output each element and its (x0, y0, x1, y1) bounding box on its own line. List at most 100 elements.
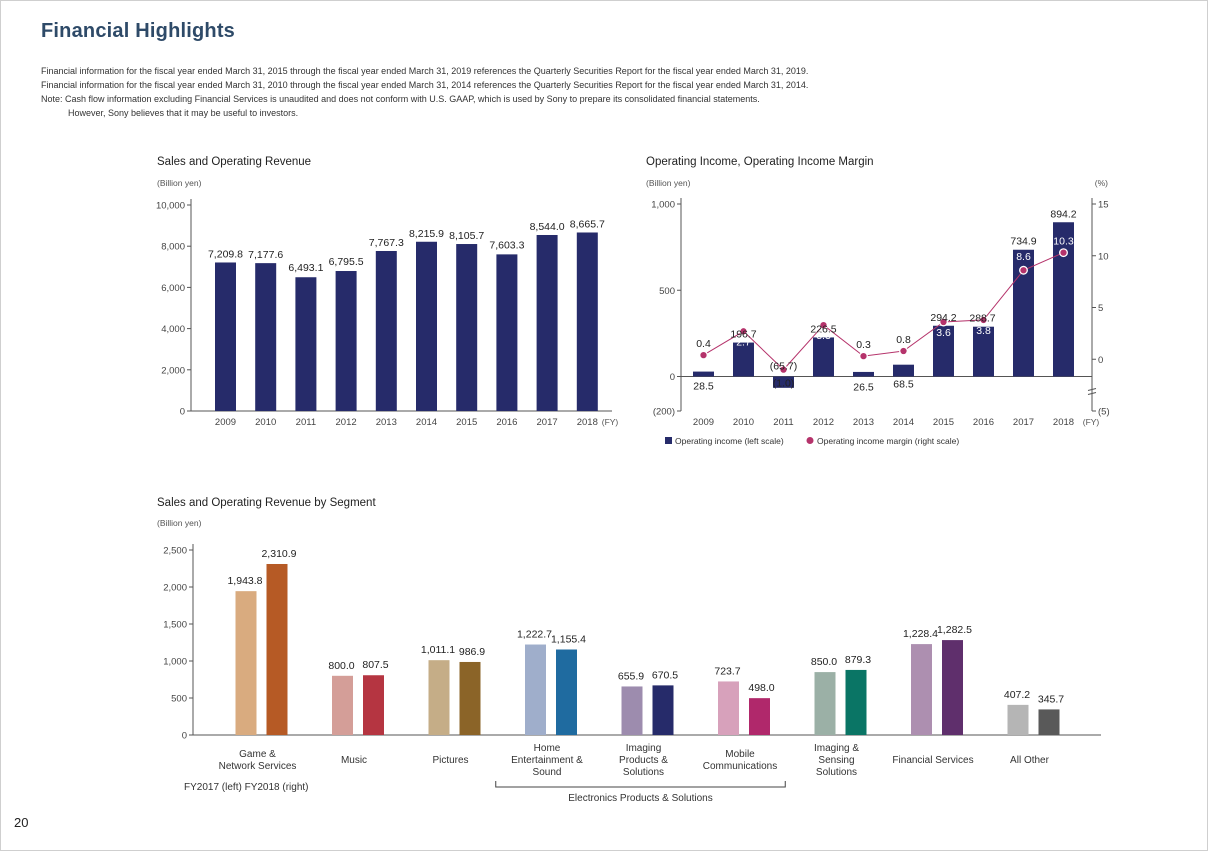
y-unit-label: (Billion yen) (157, 518, 202, 528)
y-tick-label-left: 1,000 (651, 200, 675, 211)
margin-point (899, 346, 908, 356)
bar-value-label: 8,215.9 (409, 228, 444, 240)
bar-value-label: 8,544.0 (530, 221, 565, 233)
electronics-bracket (495, 781, 786, 788)
x-tick-label: 2017 (1013, 417, 1034, 428)
segment-value-label: 407.2 (1004, 689, 1030, 701)
segment-bar (1007, 704, 1029, 735)
x-tick-label: 2015 (933, 417, 954, 428)
segment-bar (1038, 709, 1060, 735)
margin-point (1019, 265, 1028, 275)
x-tick-label: 2011 (296, 417, 316, 428)
bar (813, 337, 834, 377)
legend-note: FY2017 (left) FY2018 (right) (184, 782, 309, 793)
margin-point (979, 315, 988, 325)
bar-value-label: 7,603.3 (489, 239, 524, 251)
bar (1053, 222, 1074, 377)
margin-value-label: 10.3 (1053, 236, 1074, 248)
bar (255, 263, 277, 411)
note-line: Note: Cash flow information excluding Fi… (41, 94, 760, 104)
segment-value-label: 345.7 (1038, 693, 1064, 705)
segment-value-label: 723.7 (714, 665, 740, 677)
income-value-label: 68.5 (893, 379, 914, 391)
bar-value-label: 8,105.7 (449, 230, 484, 242)
chart-title: Sales and Operating Revenue (157, 156, 311, 168)
page-number: 20 (14, 815, 29, 830)
segment-label: Imaging & (814, 743, 859, 754)
margin-value-label: 8.6 (1016, 251, 1031, 263)
y-tick-label: 2,000 (161, 365, 185, 376)
bar (973, 326, 994, 377)
chart-title: Sales and Operating Revenue by Segment (157, 497, 376, 509)
segment-label: Pictures (432, 755, 468, 766)
legend-swatch-income (665, 437, 672, 444)
y-tick-label-right: (5) (1098, 407, 1110, 418)
x-tick-label: 2017 (537, 417, 558, 428)
page-title: Financial Highlights (41, 20, 236, 42)
x-tick-label: 2009 (215, 417, 236, 428)
segment-bar (814, 672, 836, 735)
margin-point (859, 351, 868, 361)
y-tick-label: 6,000 (161, 283, 185, 294)
margin-value-label: (1.0) (773, 378, 795, 390)
segment-bar (749, 698, 770, 735)
notes: Financial information for the fiscal yea… (41, 64, 1141, 120)
x-tick-label: 2013 (376, 417, 397, 428)
segment-bar (911, 644, 932, 735)
x-tick-label: 2014 (893, 417, 914, 428)
margin-point (939, 317, 948, 327)
segment-bar (428, 660, 450, 735)
note-line: However, Sony believes that it may be us… (68, 108, 299, 118)
bar-value-label: 6,493.1 (288, 262, 323, 274)
x-tick-label: 2013 (853, 417, 874, 428)
legend-label-margin: Operating income margin (right scale) (817, 436, 959, 446)
bar (733, 342, 754, 377)
segment-value-label: 1,155.4 (551, 634, 586, 646)
margin-value-label: 0.8 (896, 334, 911, 346)
segment-bar (556, 649, 577, 735)
bar (693, 371, 714, 377)
bar (853, 371, 874, 377)
segment-label: Music (341, 755, 367, 766)
segment-value-label: 2,310.9 (261, 548, 296, 560)
income-value-label: 26.5 (853, 382, 874, 394)
y-tick-label: 10,000 (156, 201, 185, 212)
bar (496, 254, 518, 411)
margin-value-label: 3.8 (976, 325, 991, 337)
income-value-label: (65.7) (770, 361, 797, 373)
bar-value-label: 7,177.6 (248, 249, 283, 261)
bar (416, 241, 437, 411)
income-value-label: 894.2 (1050, 208, 1076, 220)
segment-value-label: 800.0 (328, 660, 354, 672)
segment-label: Communications (703, 761, 777, 772)
x-tick-label: 2018 (1053, 417, 1074, 428)
y-tick-label: 4,000 (161, 324, 185, 335)
segment-label: Game & (239, 749, 276, 760)
segment-bar (235, 591, 257, 735)
segment-label: Sound (533, 767, 562, 778)
segment-label: Home (534, 743, 561, 754)
segment-label: Financial Services (892, 755, 973, 766)
y-tick-label-left: 0 (670, 372, 675, 383)
segment-value-label: 1,282.5 (937, 624, 972, 636)
income-value-label: 196.7 (730, 329, 756, 341)
y-tick-label: 2,500 (163, 546, 187, 557)
margin-point (1059, 248, 1068, 258)
margin-value-label: 3.3 (816, 330, 831, 342)
bar (536, 234, 558, 411)
note-line: Financial information for the fiscal yea… (41, 66, 809, 76)
y-unit-label: (Billion yen) (157, 178, 202, 188)
segment-bar (525, 644, 546, 735)
segment-bar (718, 681, 739, 735)
bar (773, 376, 794, 388)
margin-value-label: 3.6 (936, 327, 951, 339)
legend-label-income: Operating income (left scale) (675, 436, 784, 446)
margin-point (779, 365, 788, 375)
segment-value-label: 807.5 (362, 659, 388, 671)
margin-point (699, 350, 708, 360)
bar (893, 364, 914, 377)
x-tick-label: 2010 (255, 417, 276, 428)
y-tick-label: 2,000 (163, 583, 187, 594)
y-tick-label-right: 0 (1098, 355, 1103, 366)
